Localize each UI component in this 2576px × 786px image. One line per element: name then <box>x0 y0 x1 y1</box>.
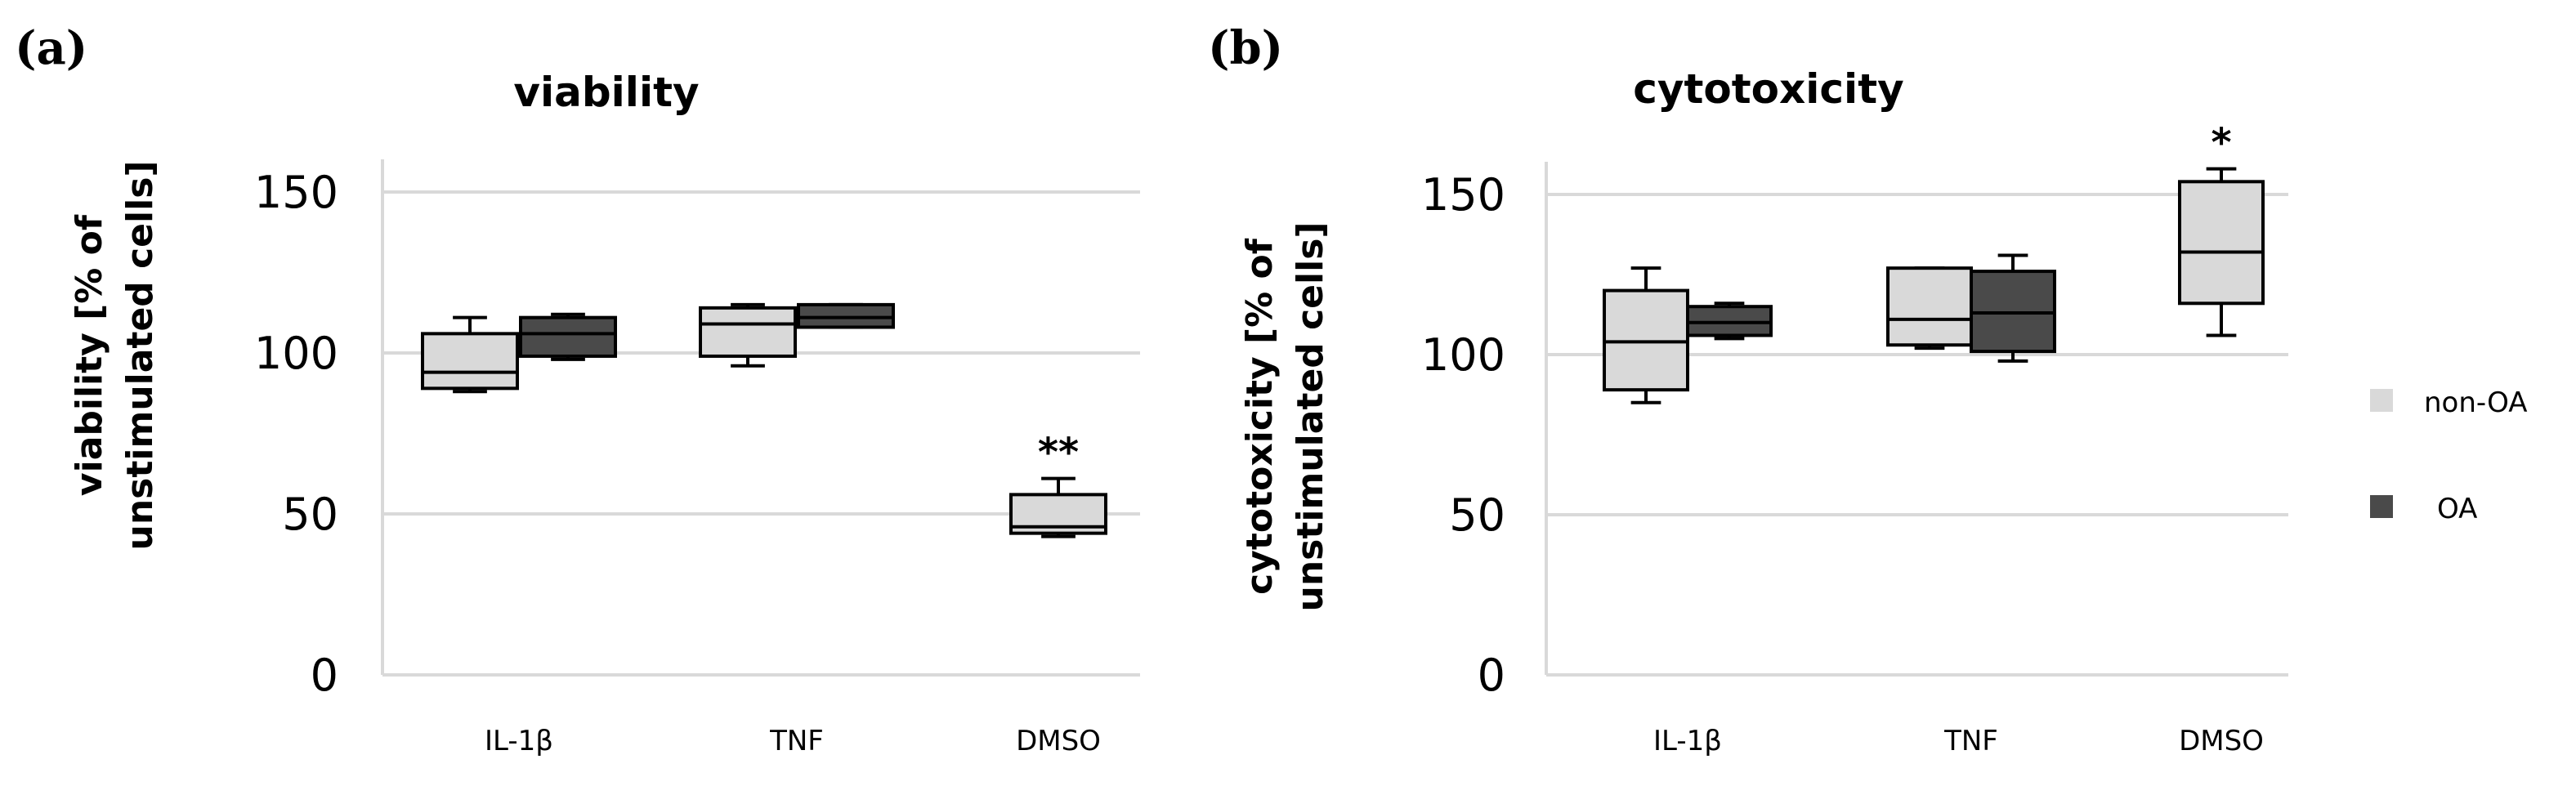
significance-marker: * <box>2211 120 2231 166</box>
box-iqr <box>519 315 617 358</box>
x-tick-label: TNF <box>1943 725 1998 757</box>
box-non-oa-tnf <box>1886 266 1973 351</box>
box-non-oa-dmso <box>2178 167 2265 337</box>
panel-a-y-axis-label-line1: viability [% of <box>69 214 110 496</box>
x-tick-label: IL-1β <box>485 725 553 757</box>
legend-label-oa: OA <box>2437 493 2477 525</box>
box-oa-il-1β <box>1686 301 1773 341</box>
panel-b-y-axis-label-line2: unstimulated cells] <box>1290 222 1331 612</box>
y-tick-label: 50 <box>1449 489 1505 541</box>
box-iqr <box>1886 266 1973 347</box>
box-non-oa-il-1β <box>1603 266 1689 404</box>
panel-a-chart: (a) viability viability [% of unstimulat… <box>15 21 1140 757</box>
x-tick-label: TNF <box>769 725 824 757</box>
box-iqr <box>699 306 797 358</box>
panel-b-y-axis-label: cytotoxicity [% of unstimulated cells] <box>1239 222 1331 612</box>
panel-b-label: (b) <box>1208 21 1283 75</box>
panel-a-y-axis-label-line2: unstimulated cells] <box>119 161 161 551</box>
panel-b-title: cytotoxicity <box>1633 65 1903 113</box>
box-iqr <box>421 332 519 391</box>
box-non-oa-il-1β <box>421 315 519 394</box>
panel-b-chart: (b) cytotoxicity cytotoxicity [% of unst… <box>1208 21 2288 757</box>
y-tick-label: 0 <box>311 650 338 701</box>
y-tick-label: 150 <box>254 167 338 218</box>
y-tick-label: 150 <box>1421 169 1505 221</box>
box-oa-il-1β <box>519 312 617 361</box>
panel-a-y-axis-label: viability [% of unstimulated cells] <box>69 161 161 551</box>
y-tick-label: 100 <box>254 328 338 379</box>
box-oa-tnf <box>1970 253 2056 363</box>
legend: non-OA OA <box>2370 386 2528 525</box>
panel-a-title: viability <box>513 69 699 116</box>
x-tick-label: DMSO <box>1016 725 1101 757</box>
y-tick-label: 0 <box>1478 650 1505 701</box>
x-tick-label: DMSO <box>2179 725 2264 757</box>
legend-swatch-oa <box>2370 495 2393 518</box>
y-tick-label: 100 <box>1421 329 1505 381</box>
legend-label-non-oa: non-OA <box>2424 386 2528 419</box>
panel-b-plot-area: 0 50 100 150 IL-1β TNF DMSO * <box>1421 120 2288 757</box>
box-non-oa-dmso <box>1009 476 1107 538</box>
legend-swatch-non-oa <box>2370 389 2393 412</box>
box-oa-tnf <box>797 302 895 329</box>
box-non-oa-tnf <box>699 302 797 368</box>
panel-b-y-axis-label-line1: cytotoxicity [% of <box>1239 238 1281 595</box>
panel-a-label: (a) <box>15 21 87 75</box>
panel-a-plot-area: 0 50 100 150 IL-1β TNF DMSO ** <box>254 159 1140 757</box>
y-tick-label: 50 <box>282 489 338 540</box>
box-iqr <box>2178 180 2265 306</box>
x-tick-label: IL-1β <box>1653 725 1722 757</box>
significance-marker: ** <box>1038 430 1079 476</box>
